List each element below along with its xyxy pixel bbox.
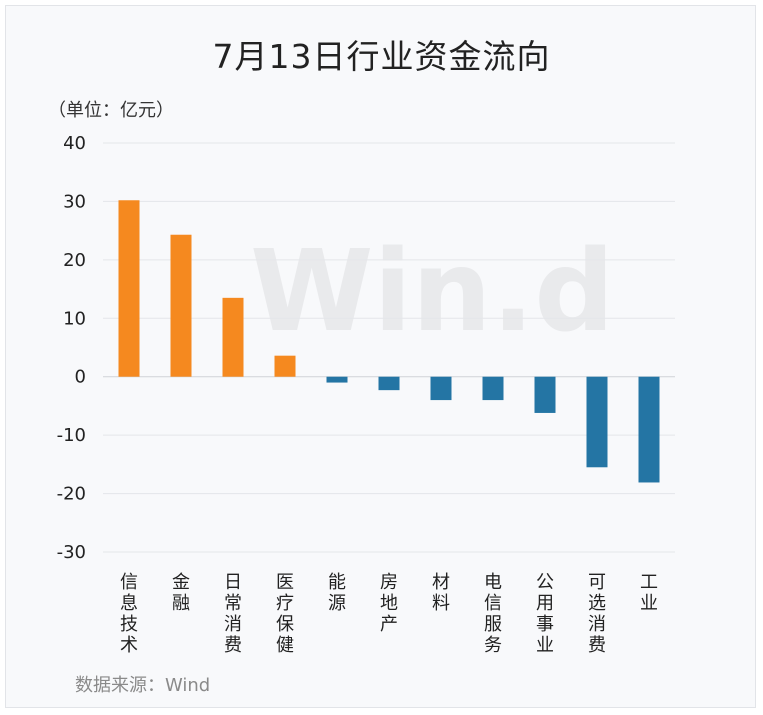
y-tick-label: 0	[75, 367, 86, 388]
bar-10	[638, 376, 660, 483]
bar-9	[586, 376, 608, 468]
bar-4	[326, 376, 348, 383]
category-label: 电信服务	[484, 572, 502, 656]
bar-2	[222, 297, 244, 377]
y-tick-label: 10	[63, 308, 86, 329]
bars	[118, 200, 660, 483]
watermark: Win.d	[250, 227, 614, 357]
category-label: 公用事业	[536, 572, 554, 656]
category-label: 医疗保健	[276, 572, 294, 656]
category-label: 可选消费	[588, 572, 606, 656]
bar-0	[118, 200, 140, 377]
source-label: 数据来源：Wind	[75, 675, 211, 696]
chart-title: 7月13日行业资金流向	[212, 37, 551, 76]
bar-7	[482, 376, 504, 401]
y-tick-label: -30	[57, 542, 86, 563]
y-tick-label: -20	[57, 484, 86, 505]
y-tick-label: 40	[63, 133, 86, 154]
category-label: 金融	[172, 572, 190, 614]
bar-5	[378, 376, 400, 391]
y-tick-label: -10	[57, 425, 86, 446]
category-label: 能源	[328, 572, 346, 614]
category-label: 工业	[640, 572, 658, 614]
y-axis-ticks: 40 30 20 10 0 -10 -20 -30	[57, 133, 86, 563]
y-tick-label: 30	[63, 191, 86, 212]
y-tick-label: 20	[63, 250, 86, 271]
bar-3	[274, 355, 296, 377]
category-label: 材料	[432, 572, 450, 614]
category-label: 信息技术	[120, 572, 138, 656]
bar-1	[170, 234, 192, 377]
bar-8	[534, 376, 556, 413]
category-label: 日常消费	[224, 572, 242, 656]
x-axis-categories: 信息技术 金融 日常消费 医疗保健 能源 房地产 材料 电信服务 公用事业 可选消费 工业	[120, 572, 658, 656]
category-label: 房地产	[380, 572, 398, 635]
bar-6	[430, 376, 452, 401]
unit-label: （单位：亿元）	[48, 100, 174, 121]
